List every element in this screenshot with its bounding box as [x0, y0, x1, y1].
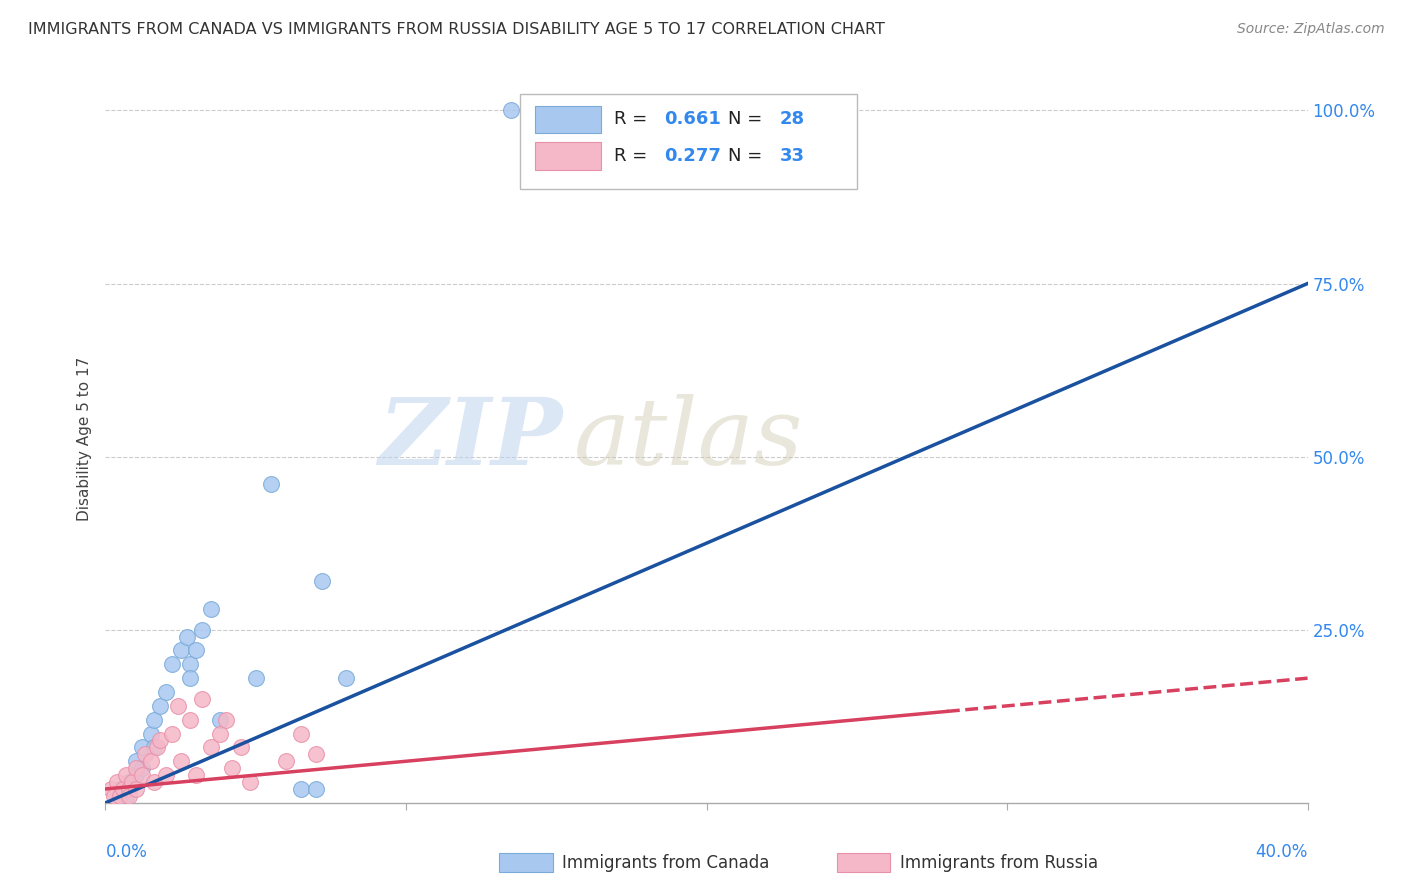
Point [131, 740, 153, 755]
Point [160, 657, 183, 672]
Text: 33: 33 [780, 147, 804, 165]
Point [148, 733, 170, 747]
Point [305, 781, 328, 796]
Point [184, 643, 207, 657]
Point [190, 623, 212, 637]
Text: Source: ZipAtlas.com: Source: ZipAtlas.com [1237, 22, 1385, 37]
Point [208, 713, 231, 727]
Point [155, 685, 177, 699]
Text: N =: N = [728, 147, 768, 165]
Point [124, 754, 146, 768]
Point [311, 574, 333, 589]
Point [107, 775, 129, 789]
Point [200, 602, 222, 616]
Point [501, 103, 523, 118]
Text: 0.277: 0.277 [665, 147, 721, 165]
Point [176, 630, 198, 644]
Point [145, 740, 167, 755]
Point [124, 768, 146, 782]
Point [208, 726, 231, 740]
Point [124, 781, 146, 796]
Point [124, 761, 146, 775]
Text: ZIP: ZIP [378, 394, 562, 484]
Point [139, 726, 162, 740]
Point [169, 643, 191, 657]
Point [200, 740, 222, 755]
Point [290, 781, 312, 796]
Text: 0.0%: 0.0% [105, 843, 148, 861]
Point [115, 789, 138, 803]
Point [169, 754, 191, 768]
Point [118, 775, 141, 789]
Point [110, 781, 132, 796]
Point [239, 775, 262, 789]
Point [260, 477, 283, 491]
Point [179, 671, 201, 685]
Text: IMMIGRANTS FROM CANADA VS IMMIGRANTS FROM RUSSIA DISABILITY AGE 5 TO 17 CORRELAT: IMMIGRANTS FROM CANADA VS IMMIGRANTS FRO… [28, 22, 884, 37]
Point [221, 761, 243, 775]
FancyBboxPatch shape [520, 94, 856, 188]
Point [184, 768, 207, 782]
Text: 0.661: 0.661 [665, 111, 721, 128]
Point [139, 754, 162, 768]
Point [190, 692, 212, 706]
Bar [534, 142, 600, 169]
Text: Immigrants from Russia: Immigrants from Russia [900, 854, 1098, 871]
Point [229, 740, 252, 755]
Point [142, 740, 165, 755]
Point [142, 775, 165, 789]
Point [103, 789, 125, 803]
Point [166, 698, 188, 713]
Point [245, 671, 267, 685]
Point [335, 671, 357, 685]
Bar [534, 105, 600, 133]
Text: 28: 28 [780, 111, 806, 128]
Text: N =: N = [728, 111, 768, 128]
Point [148, 698, 170, 713]
Text: R =: R = [614, 147, 652, 165]
Point [142, 713, 165, 727]
Point [274, 754, 297, 768]
Point [160, 726, 183, 740]
Point [100, 781, 122, 796]
Text: R =: R = [614, 111, 652, 128]
Y-axis label: Disability Age 5 to 17: Disability Age 5 to 17 [76, 357, 91, 522]
Point [118, 789, 141, 803]
Point [179, 657, 201, 672]
Point [179, 713, 201, 727]
Point [305, 747, 328, 762]
Point [112, 781, 135, 796]
Point [115, 768, 138, 782]
Point [121, 775, 143, 789]
Point [118, 781, 141, 796]
Point [110, 789, 132, 803]
Point [131, 761, 153, 775]
Text: atlas: atlas [574, 394, 804, 484]
Point [290, 726, 312, 740]
Point [134, 747, 156, 762]
Point [214, 713, 236, 727]
Text: Immigrants from Canada: Immigrants from Canada [562, 854, 769, 871]
Point [155, 768, 177, 782]
Point [131, 768, 153, 782]
Text: 40.0%: 40.0% [1256, 843, 1308, 861]
